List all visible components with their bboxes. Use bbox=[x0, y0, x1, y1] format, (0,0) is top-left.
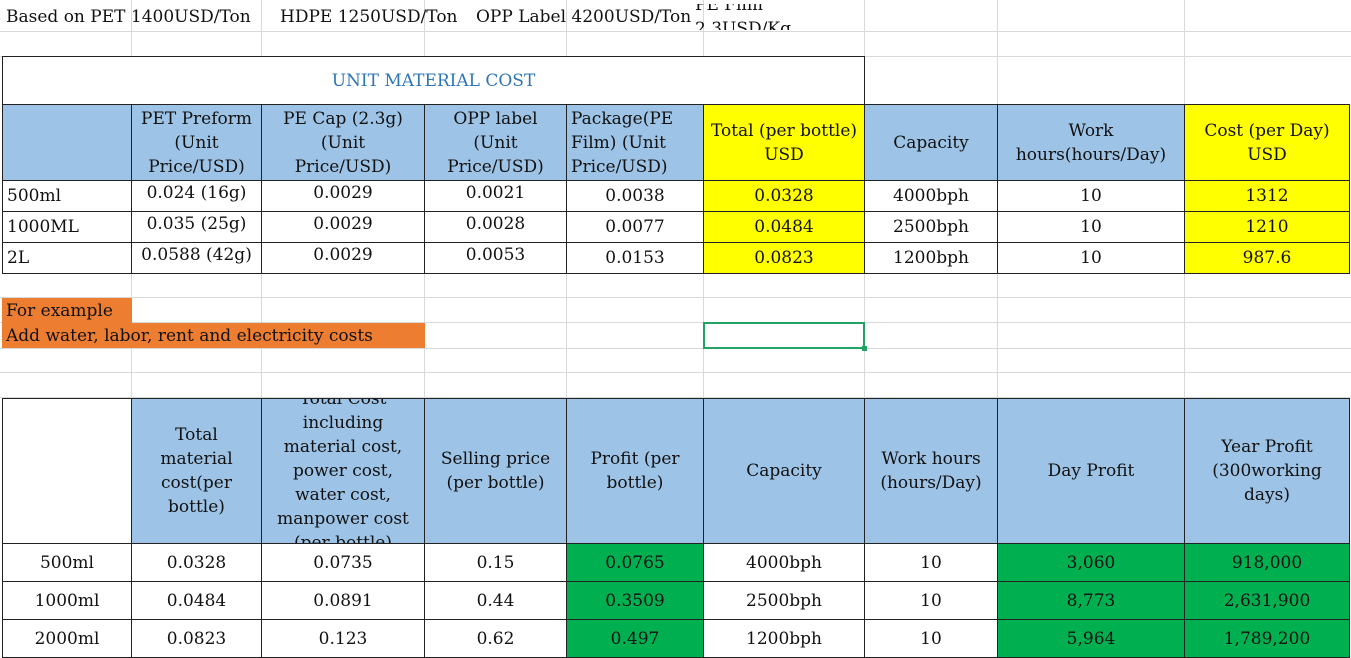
unit-cell-total: 0.0484 bbox=[703, 211, 865, 243]
profit-cell-profit: 0.497 bbox=[566, 619, 704, 658]
profit-cell-material: 0.0328 bbox=[131, 543, 262, 582]
unit-row-label: 500ml bbox=[2, 180, 132, 212]
profit-cell-selling-price: 0.15 bbox=[424, 543, 567, 582]
profit-cell-capacity: 1200bph bbox=[703, 619, 865, 658]
unit-cell-cap: 0.0029 bbox=[261, 211, 425, 243]
unit-row-label: 2L bbox=[2, 242, 132, 274]
profit-cell-material: 0.0823 bbox=[131, 619, 262, 658]
unit-material-cost-title: UNIT MATERIAL COST bbox=[2, 56, 865, 104]
unit-row-label: 1000ML bbox=[2, 211, 132, 243]
unit-header-opp: OPP label (Unit Price/USD) bbox=[424, 104, 567, 181]
pe-price-note: PE Film 2.3USD/Kg bbox=[695, 4, 791, 30]
unit-cell-work-hours: 10 bbox=[997, 242, 1185, 274]
profit-cell-work-hours: 10 bbox=[864, 619, 998, 658]
profit-header-profit: Profit (per bottle) bbox=[566, 398, 704, 544]
unit-cell-total: 0.0823 bbox=[703, 242, 865, 274]
profit-header-work-hours: Work hours (hours/Day) bbox=[864, 398, 998, 544]
unit-cell-total: 0.0328 bbox=[703, 180, 865, 212]
unit-cell-cap: 0.0029 bbox=[261, 242, 425, 274]
unit-cell-package: 0.0153 bbox=[566, 242, 704, 274]
profit-cell-capacity: 4000bph bbox=[703, 543, 865, 582]
unit-header-total: Total (per bottle) USD bbox=[703, 104, 865, 181]
pet-price-note: Based on PET 1400USD/Ton bbox=[6, 7, 251, 27]
unit-cell-work-hours: 10 bbox=[997, 180, 1185, 212]
profit-cell-total-cost: 0.0735 bbox=[261, 543, 425, 582]
unit-cell-opp: 0.0021 bbox=[424, 180, 567, 212]
profit-cell-year-profit: 918,000 bbox=[1184, 543, 1350, 582]
unit-cell-opp: 0.0053 bbox=[424, 242, 567, 274]
unit-cell-cost-per-day: 987.6 bbox=[1184, 242, 1350, 274]
profit-row-label: 500ml bbox=[2, 543, 132, 582]
note-add-costs: Add water, labor, rent and electricity c… bbox=[2, 323, 425, 348]
unit-header-cap: PE Cap (2.3g) (Unit Price/USD) bbox=[261, 104, 425, 181]
profit-cell-year-profit: 1,789,200 bbox=[1184, 619, 1350, 658]
profit-cell-work-hours: 10 bbox=[864, 543, 998, 582]
profit-header-capacity: Capacity bbox=[703, 398, 865, 544]
unit-cell-capacity: 1200bph bbox=[864, 242, 998, 274]
unit-cell-pet: 0.035 (25g) bbox=[131, 211, 262, 243]
profit-cell-profit: 0.3509 bbox=[566, 581, 704, 620]
opp-price-note: OPP Label 4200USD/Ton bbox=[476, 7, 692, 27]
profit-row-label: 1000ml bbox=[2, 581, 132, 620]
profit-cell-total-cost: 0.0891 bbox=[261, 581, 425, 620]
unit-cell-cost-per-day: 1210 bbox=[1184, 211, 1350, 243]
unit-header-pet: PET Preform (Unit Price/USD) bbox=[131, 104, 262, 181]
unit-cell-work-hours: 10 bbox=[997, 211, 1185, 243]
profit-cell-material: 0.0484 bbox=[131, 581, 262, 620]
fill-handle[interactable] bbox=[862, 346, 867, 351]
unit-header-cost-per-day: Cost (per Day) USD bbox=[1184, 104, 1350, 181]
hdpe-price-note: HDPE 1250USD/Ton bbox=[280, 7, 458, 27]
unit-cell-cost-per-day: 1312 bbox=[1184, 180, 1350, 212]
profit-header-year-profit: Year Profit (300working days) bbox=[1184, 398, 1350, 544]
unit-cell-capacity: 4000bph bbox=[864, 180, 998, 212]
note-for-example: For example bbox=[2, 298, 132, 323]
unit-cell-pet: 0.024 (16g) bbox=[131, 180, 262, 212]
profit-header-selling-price: Selling price (per bottle) bbox=[424, 398, 567, 544]
profit-header-day-profit: Day Profit bbox=[997, 398, 1185, 544]
profit-header-material: Total material cost(per bottle) bbox=[131, 398, 262, 544]
profit-cell-work-hours: 10 bbox=[864, 581, 998, 620]
profit-cell-capacity: 2500bph bbox=[703, 581, 865, 620]
unit-header-package: Package(PE Film) (Unit Price/USD) bbox=[566, 104, 704, 181]
profit-header-blank bbox=[2, 398, 132, 544]
profit-cell-year-profit: 2,631,900 bbox=[1184, 581, 1350, 620]
profit-cell-day-profit: 3,060 bbox=[997, 543, 1185, 582]
profit-cell-total-cost: 0.123 bbox=[261, 619, 425, 658]
profit-cell-profit: 0.0765 bbox=[566, 543, 704, 582]
unit-cell-opp: 0.0028 bbox=[424, 211, 567, 243]
unit-header-capacity: Capacity bbox=[864, 104, 998, 181]
unit-header-blank bbox=[2, 104, 132, 181]
unit-cell-package: 0.0038 bbox=[566, 180, 704, 212]
profit-cell-day-profit: 5,964 bbox=[997, 619, 1185, 658]
unit-cell-pet: 0.0588 (42g) bbox=[131, 242, 262, 274]
profit-cell-day-profit: 8,773 bbox=[997, 581, 1185, 620]
unit-cell-package: 0.0077 bbox=[566, 211, 704, 243]
selected-cell[interactable] bbox=[703, 322, 865, 349]
profit-header-total-cost: Total Cost including material cost, powe… bbox=[261, 398, 425, 544]
profit-cell-selling-price: 0.44 bbox=[424, 581, 567, 620]
profit-row-label: 2000ml bbox=[2, 619, 132, 658]
unit-cell-cap: 0.0029 bbox=[261, 180, 425, 212]
unit-cell-capacity: 2500bph bbox=[864, 211, 998, 243]
profit-cell-selling-price: 0.62 bbox=[424, 619, 567, 658]
unit-header-work-hours: Work hours(hours/Day) bbox=[997, 104, 1185, 181]
